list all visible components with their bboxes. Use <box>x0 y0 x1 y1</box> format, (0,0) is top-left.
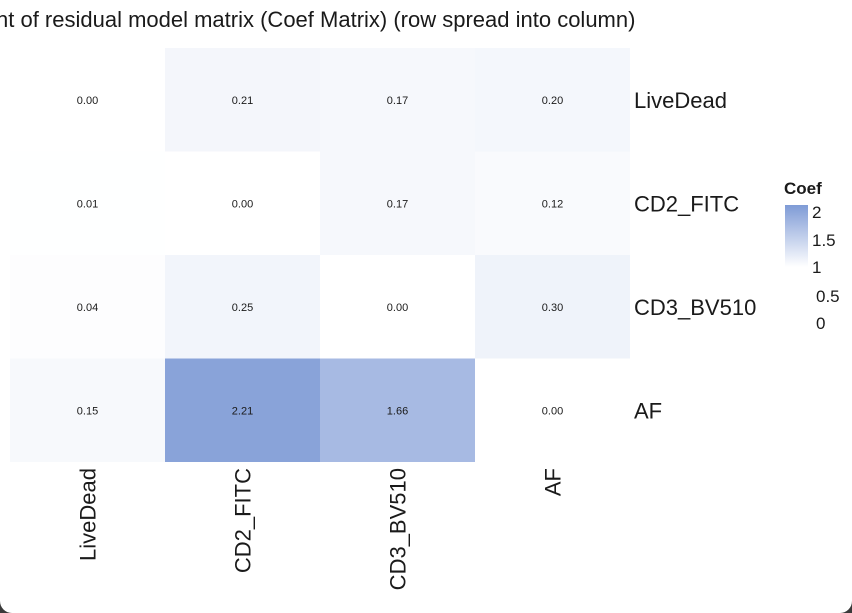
heatmap-cell <box>475 151 630 255</box>
legend-tick-label: 1 <box>812 258 821 277</box>
legend-tick-label: 2 <box>812 203 821 222</box>
legend-tick-label: 0 <box>816 314 825 333</box>
heatmap-cell <box>320 255 475 359</box>
column-labels: LiveDead CD2_FITC CD3_BV510 AF <box>76 468 566 590</box>
heatmap-cells <box>10 48 630 462</box>
legend-tick-label: 0.5 <box>816 287 840 306</box>
row-labels: LiveDead CD2_FITC CD3_BV510 AF <box>634 88 756 424</box>
heatmap-cell <box>10 358 165 462</box>
row-label: LiveDead <box>634 88 727 113</box>
heatmap-cell <box>10 48 165 152</box>
row-label: CD3_BV510 <box>634 295 756 320</box>
column-label: CD3_BV510 <box>386 468 411 590</box>
heatmap-cell <box>320 358 475 462</box>
column-label: LiveDead <box>76 468 101 561</box>
legend-title: Coef <box>784 179 822 198</box>
chart-title: nt of residual model matrix (Coef Matrix… <box>0 7 636 32</box>
cell-value-label: 0.04 <box>77 302 98 314</box>
cell-value-label: 0.25 <box>232 302 253 314</box>
heatmap-cell <box>165 358 320 462</box>
cell-value-label: 0.17 <box>387 198 408 210</box>
heatmap-cell <box>10 255 165 359</box>
heatmap-cell <box>165 151 320 255</box>
cell-value-label: 0.00 <box>542 405 563 417</box>
column-label: AF <box>541 468 566 496</box>
cell-value-label: 2.21 <box>232 405 253 417</box>
cell-value-label: 0.30 <box>542 302 563 314</box>
row-label: CD2_FITC <box>634 191 739 216</box>
cell-value-label: 1.66 <box>387 405 408 417</box>
legend-tick-label: 1.5 <box>812 231 836 250</box>
heatmap-cell <box>475 48 630 152</box>
cell-value-label: 0.01 <box>77 198 98 210</box>
cell-value-label: 0.12 <box>542 198 563 210</box>
heatmap-cell <box>320 48 475 152</box>
window-frame-edge <box>0 599 852 613</box>
heatmap-cell <box>320 151 475 255</box>
row-label: AF <box>634 398 662 423</box>
cell-value-label: 0.00 <box>387 302 408 314</box>
column-label: CD2_FITC <box>231 468 256 573</box>
heatmap-cell <box>475 255 630 359</box>
cell-value-label: 0.17 <box>387 95 408 107</box>
cell-value-label: 0.15 <box>77 405 98 417</box>
cell-value-label: 0.21 <box>232 95 253 107</box>
heatmap-cell <box>165 255 320 359</box>
legend: Coef 2 1.5 1 0.5 0 <box>784 179 840 333</box>
heatmap-cell <box>165 48 320 152</box>
cell-value-label: 0.00 <box>232 198 253 210</box>
heatmap-cell <box>10 151 165 255</box>
heatmap-cell-labels: 0.00 0.21 0.17 0.20 0.01 0.00 0.17 0.12 0.04 0.25… <box>77 95 563 418</box>
legend-colorbar <box>785 205 808 267</box>
cell-value-label: 0.00 <box>77 95 98 107</box>
cell-value-label: 0.20 <box>542 95 563 107</box>
heatmap-cell <box>475 358 630 462</box>
